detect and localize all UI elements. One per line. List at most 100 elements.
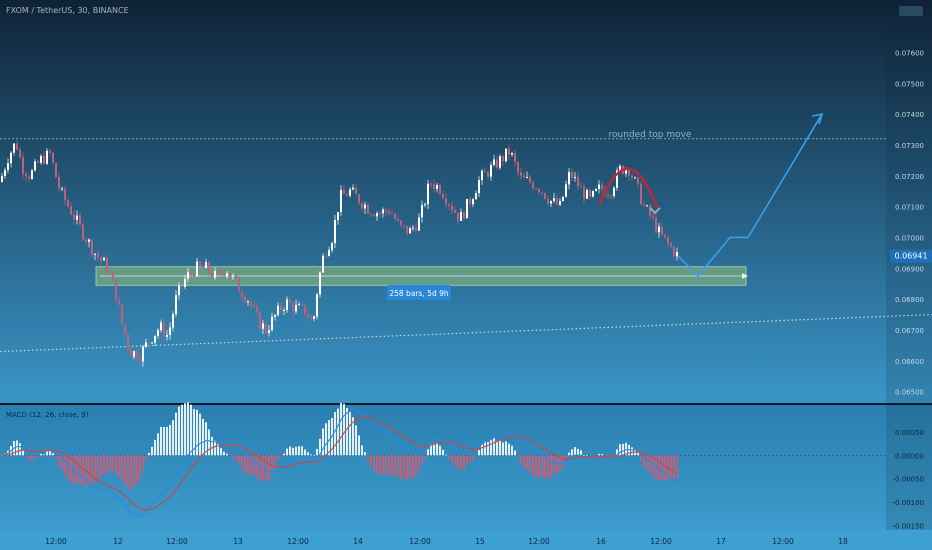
candle-body xyxy=(469,199,471,205)
price-tick-label: 0.07000 xyxy=(895,234,924,242)
candle-body xyxy=(118,300,120,305)
macd-bar xyxy=(82,455,84,486)
price-axis[interactable]: 0.07600 0.07500 0.07400 0.07300 0.07200 0.071… xyxy=(895,49,924,396)
macd-bar xyxy=(313,455,315,456)
candle-body xyxy=(610,195,612,197)
candle-body xyxy=(145,342,147,347)
candle-body xyxy=(211,272,213,278)
macd-bar xyxy=(517,455,519,458)
candle-body xyxy=(562,196,564,201)
macd-bar xyxy=(598,453,600,456)
macd-bar xyxy=(547,455,549,479)
candle-body xyxy=(538,189,540,193)
ascending-trendline[interactable] xyxy=(0,313,932,353)
candle-body xyxy=(196,261,198,277)
macd-bar xyxy=(43,454,45,456)
macd-bar xyxy=(247,455,249,475)
candle-body xyxy=(265,323,267,334)
candle-body xyxy=(544,192,546,199)
macd-bar xyxy=(118,455,120,477)
macd-bar xyxy=(286,448,288,456)
candle-body xyxy=(286,299,288,310)
macd-bar xyxy=(58,455,60,467)
price-axis-background xyxy=(886,0,932,530)
candle-body xyxy=(352,187,354,190)
candle-body xyxy=(268,330,270,334)
candle-body xyxy=(664,234,666,238)
macd-bar xyxy=(112,455,114,471)
candle-body xyxy=(238,278,240,292)
macd-bar xyxy=(103,455,105,474)
macd-bar xyxy=(451,455,453,463)
candle-body xyxy=(355,187,357,195)
macd-bar xyxy=(226,453,228,456)
macd-bar xyxy=(130,455,132,491)
candle-body xyxy=(244,296,246,302)
macd-bar xyxy=(73,455,75,485)
candle-body xyxy=(511,153,513,155)
macd-bar xyxy=(148,452,150,456)
candle-body xyxy=(616,170,618,188)
macd-bar xyxy=(640,455,642,462)
candle-body xyxy=(526,177,528,179)
candle-body xyxy=(10,152,12,164)
projection-arrow[interactable] xyxy=(677,113,823,278)
macd-bar xyxy=(589,455,591,458)
candle-body xyxy=(349,189,351,196)
macd-bar xyxy=(37,455,39,457)
candle-body xyxy=(133,351,135,357)
macd-bar xyxy=(307,452,309,456)
time-tick-label: 12:00 xyxy=(409,537,431,546)
macd-bar xyxy=(412,455,414,478)
macd-bar xyxy=(505,441,507,456)
candle-body xyxy=(643,204,645,206)
candle-body xyxy=(586,190,588,199)
macd-bar xyxy=(538,455,540,478)
current-price-tag[interactable]: 0.06941 xyxy=(890,249,932,263)
candle-body xyxy=(547,198,549,204)
candle-body xyxy=(202,265,204,268)
candle-body xyxy=(409,228,411,234)
candle-body xyxy=(601,184,603,190)
candle-body xyxy=(256,306,258,313)
macd-bar xyxy=(157,433,159,456)
range-arrowhead xyxy=(742,273,748,280)
macd-indicator-label[interactable]: MACD (12, 26, close, 9) xyxy=(6,411,89,419)
macd-bar xyxy=(199,413,201,456)
rounded-top-label[interactable]: rounded top move xyxy=(609,130,692,140)
candle-body xyxy=(283,309,285,311)
candle-body xyxy=(220,271,222,275)
candle-body xyxy=(460,211,462,221)
macd-bar xyxy=(361,445,363,456)
rounded-top-arc[interactable] xyxy=(598,167,659,208)
macd-bar xyxy=(145,455,147,461)
macd-bar xyxy=(181,404,183,456)
candle-body xyxy=(400,220,402,226)
candle-body xyxy=(100,257,102,261)
macd-bar xyxy=(67,455,69,480)
candle-body xyxy=(46,150,48,164)
macd-bar xyxy=(259,455,261,481)
macd-bar xyxy=(127,455,129,489)
macd-bar xyxy=(544,455,546,479)
candle-body xyxy=(22,157,24,174)
macd-bar xyxy=(652,455,654,476)
macd-bar xyxy=(163,427,165,456)
chart-settings-icon[interactable] xyxy=(899,6,923,16)
candle-body xyxy=(274,314,276,317)
macd-bar xyxy=(79,455,81,484)
macd-bar xyxy=(379,455,381,475)
macd-bar xyxy=(355,425,357,456)
macd-bar xyxy=(523,455,525,468)
time-axis[interactable]: 12:00 12 12:00 13 12:00 14 12:00 15 12:00 16 12:00… xyxy=(45,537,848,546)
candle-body xyxy=(121,304,123,324)
range-label-box[interactable]: 258 bars, 5d 9h xyxy=(387,285,451,300)
macd-bar xyxy=(586,455,588,456)
macd-axis[interactable]: 0.00050 0.00000 -0.00050 -0.00100 -0.00150 xyxy=(893,429,924,530)
price-tick-label: 0.06600 xyxy=(895,358,924,366)
macd-bar xyxy=(244,455,246,473)
macd-bar xyxy=(661,455,663,481)
macd-bar xyxy=(580,450,582,456)
